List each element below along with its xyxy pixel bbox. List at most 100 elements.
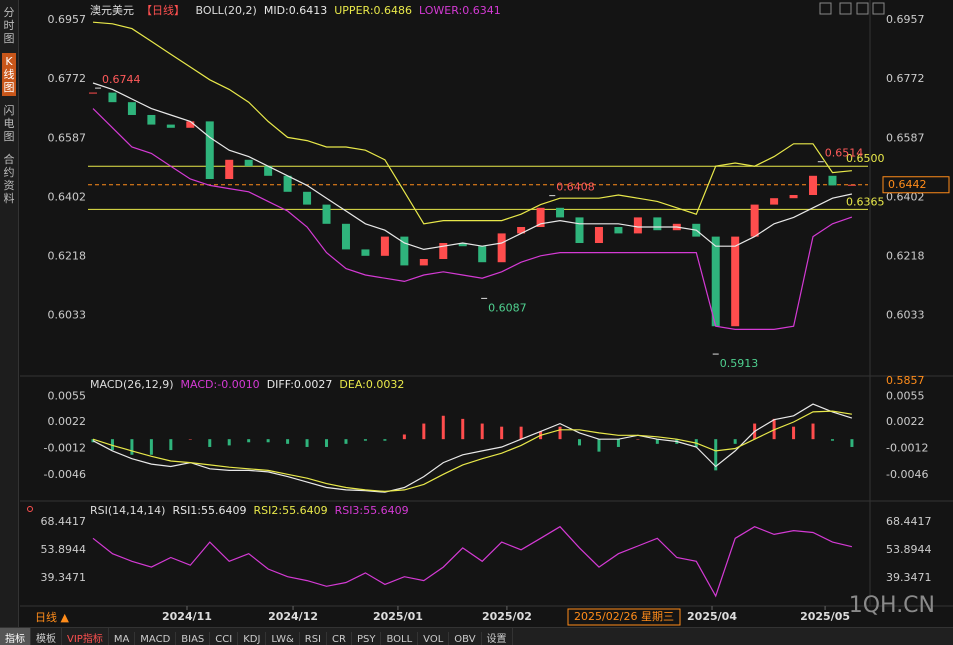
tool[interactable]: PSY — [352, 632, 382, 645]
macd-bar — [616, 439, 620, 447]
annotation: 0.6514 — [825, 147, 864, 160]
h-line-label: 0.6500 — [846, 152, 885, 165]
candle — [556, 207, 565, 218]
y-tick-label: 0.6957 — [886, 13, 925, 26]
tool[interactable]: MACD — [135, 632, 177, 645]
candle — [419, 259, 428, 266]
candle — [303, 191, 312, 205]
macd-bar — [344, 439, 348, 444]
y-tick-label: 0.6033 — [886, 309, 925, 322]
candle — [89, 92, 97, 94]
tool[interactable]: CCI — [210, 632, 239, 645]
candle — [731, 236, 740, 327]
annotation: 0.6744 — [102, 73, 141, 86]
y-tick-label: 68.4417 — [41, 515, 87, 528]
y-tick-label: 0.6402 — [48, 191, 87, 204]
h-line-label: 0.6365 — [846, 195, 885, 208]
tool[interactable]: VIP指标 — [62, 628, 109, 645]
logo: 1QH.CN — [849, 593, 935, 618]
tool[interactable]: VOL — [418, 632, 450, 645]
series-line — [92, 82, 853, 251]
side-tab[interactable]: K线图 — [2, 53, 16, 96]
candle — [711, 236, 720, 327]
legend-entry: RSI2:55.6409 — [253, 504, 328, 517]
macd-bar — [811, 423, 815, 440]
y-tick-label: 39.3471 — [41, 571, 87, 584]
y-tick-label: 0.6218 — [48, 249, 87, 262]
price-box — [882, 176, 950, 194]
y-tick-label: 0.6218 — [886, 249, 925, 262]
side-tab[interactable]: 合约资料 — [3, 153, 15, 205]
tool[interactable]: BOLL — [381, 632, 419, 645]
macd-bar — [266, 439, 270, 443]
candle — [614, 227, 623, 234]
series-line — [92, 403, 853, 493]
macd-bar — [655, 439, 659, 444]
axis-bottom-label: 0.5857 — [886, 374, 925, 387]
macd-bar — [363, 439, 367, 441]
tool[interactable]: 指标 — [0, 628, 31, 645]
macd-bar — [169, 439, 173, 451]
period: 【日线】 — [141, 4, 185, 17]
tool[interactable]: LW& — [266, 632, 300, 645]
y-tick-label: 0.0055 — [886, 389, 925, 402]
y-tick-label: 0.6402 — [886, 191, 925, 204]
macd-bar — [208, 439, 212, 447]
x-tick-label: 2024/12 — [268, 610, 318, 623]
series-line — [92, 410, 852, 493]
y-tick-label: 0.6772 — [886, 72, 925, 85]
side-tab[interactable]: 闪电图 — [3, 104, 15, 143]
candle — [458, 243, 467, 247]
candle — [205, 121, 214, 179]
x-tick-label: 2025/04 — [687, 610, 737, 623]
macd-bar — [792, 426, 796, 440]
macd-bar — [149, 439, 153, 455]
symbol: 澳元美元 — [90, 4, 134, 17]
sidebar: 分时图 K线图 闪电图 合约资料 — [0, 0, 19, 644]
cursor-dot — [27, 506, 33, 512]
y-tick-label: 53.8944 — [41, 543, 87, 556]
macd-bar — [227, 439, 231, 446]
macd-bar — [461, 418, 465, 440]
candle — [809, 175, 818, 196]
side-tab[interactable]: 分时图 — [3, 6, 15, 45]
series-line — [92, 21, 852, 225]
tool[interactable]: KDJ — [238, 632, 267, 645]
tool[interactable]: BIAS — [176, 632, 211, 645]
tool[interactable]: MA — [109, 632, 136, 645]
candle — [322, 204, 331, 224]
tool[interactable]: RSI — [300, 632, 328, 645]
macd-bar — [636, 439, 640, 440]
legend-entry: DIFF:0.0027 — [266, 378, 333, 391]
tool[interactable]: 模板 — [31, 628, 62, 645]
macd-bar — [850, 439, 854, 447]
macd-bar — [305, 439, 309, 447]
tool[interactable]: 设置 — [482, 628, 513, 645]
y-tick-label: -0.0012 — [44, 442, 86, 455]
macd-bar — [578, 439, 581, 446]
cursor-date-box — [567, 608, 681, 626]
tool[interactable]: OBV — [449, 632, 482, 645]
macd-bar — [558, 426, 562, 440]
macd-bar — [500, 426, 504, 440]
y-tick-label: 53.8944 — [886, 543, 932, 556]
x-tick-label: 2025/02 — [482, 610, 532, 623]
y-tick-label: 39.3471 — [886, 571, 932, 584]
legend-entry: MACD(26,12,9) — [90, 378, 174, 391]
toolbar-icons[interactable] — [819, 2, 885, 15]
candle — [283, 175, 292, 192]
annotation: 0.5913 — [720, 357, 759, 370]
macd-bar — [402, 434, 406, 440]
macd-bar — [441, 415, 445, 440]
cursor-date: 2025/02/26 星期三 — [574, 610, 674, 623]
candle — [536, 207, 545, 228]
period-mark[interactable]: 日线 ▲ — [35, 610, 69, 624]
macd-bar — [733, 439, 737, 444]
candle — [847, 184, 856, 186]
tool[interactable]: CR — [327, 632, 352, 645]
macd-bar — [110, 439, 114, 451]
candle — [361, 249, 370, 256]
series-line — [92, 108, 853, 330]
legend-entry: RSI1:55.6409 — [172, 504, 247, 517]
macd-bar — [714, 439, 718, 471]
